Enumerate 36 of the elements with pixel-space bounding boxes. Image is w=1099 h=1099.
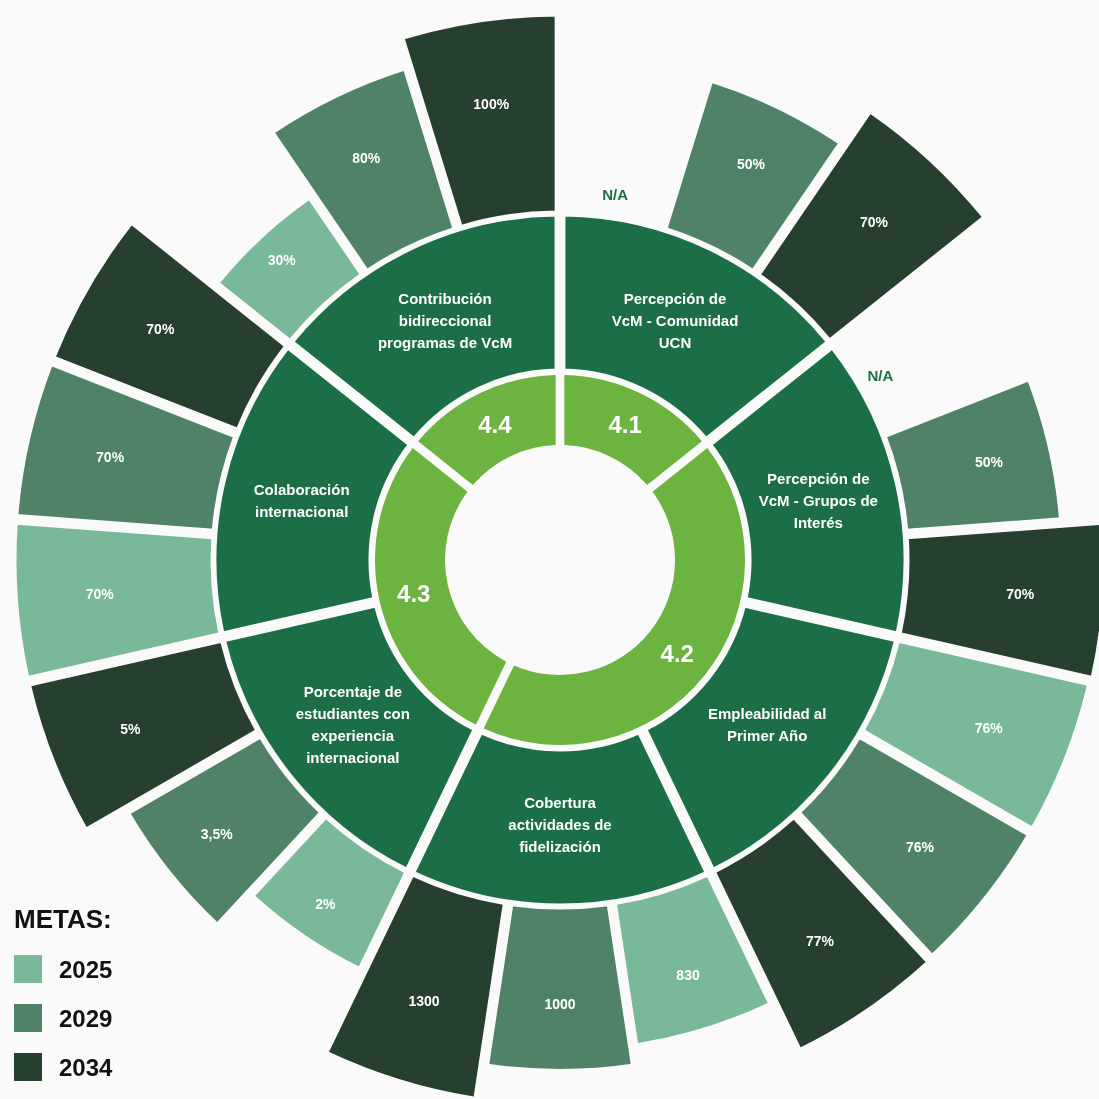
data-label: 2% (315, 896, 337, 913)
data-label: 70% (859, 213, 889, 230)
legend-label: 2029 (59, 1005, 113, 1032)
data-label: 70% (96, 449, 125, 466)
data-label: 70% (1006, 586, 1035, 603)
category-label: Colaboración internacional (253, 481, 350, 521)
legend-label: 2025 (59, 956, 113, 983)
data-label: 70% (85, 586, 115, 603)
category-label: Porcentaje de estudiantes con experiencia internacional (295, 683, 410, 767)
data-label: 1300 (408, 993, 440, 1009)
legend-title: METAS: (14, 904, 112, 934)
data-label: 70% (146, 321, 175, 338)
data-label: 80% (352, 149, 381, 166)
data-label: 50% (975, 454, 1004, 471)
category-label: Empleabilidad al Primer Año (708, 705, 827, 745)
data-label: 77% (805, 933, 835, 950)
data-label: 76% (906, 839, 935, 856)
data-label: 5% (120, 720, 142, 737)
data-label: 30% (267, 252, 297, 269)
slice-label: 4.1 (608, 411, 642, 439)
category-label: Percepción de VcM - Comunidad UCN (611, 290, 739, 352)
data-label: 3,5% (200, 825, 234, 842)
category-label: Percepción de VcM - Grupos de Interés (758, 470, 878, 532)
data-label: 76% (974, 720, 1004, 737)
data-label: N/A (867, 366, 894, 384)
category-label: Contribución bidireccional programas de VcM (377, 290, 513, 352)
slice-label: 4.3 (397, 579, 431, 607)
legend-label: 2034 (59, 1054, 114, 1081)
category-label: Cobertura actividades de fidelización (508, 794, 612, 855)
data-label: 100% (473, 95, 510, 112)
slice-label: 4.4 (478, 411, 513, 439)
data-label: 830 (676, 967, 700, 984)
data-label: 50% (736, 155, 766, 172)
data-label: N/A (602, 185, 629, 203)
slice-label: 4.2 (660, 640, 694, 668)
data-label: 1000 (544, 996, 576, 1013)
